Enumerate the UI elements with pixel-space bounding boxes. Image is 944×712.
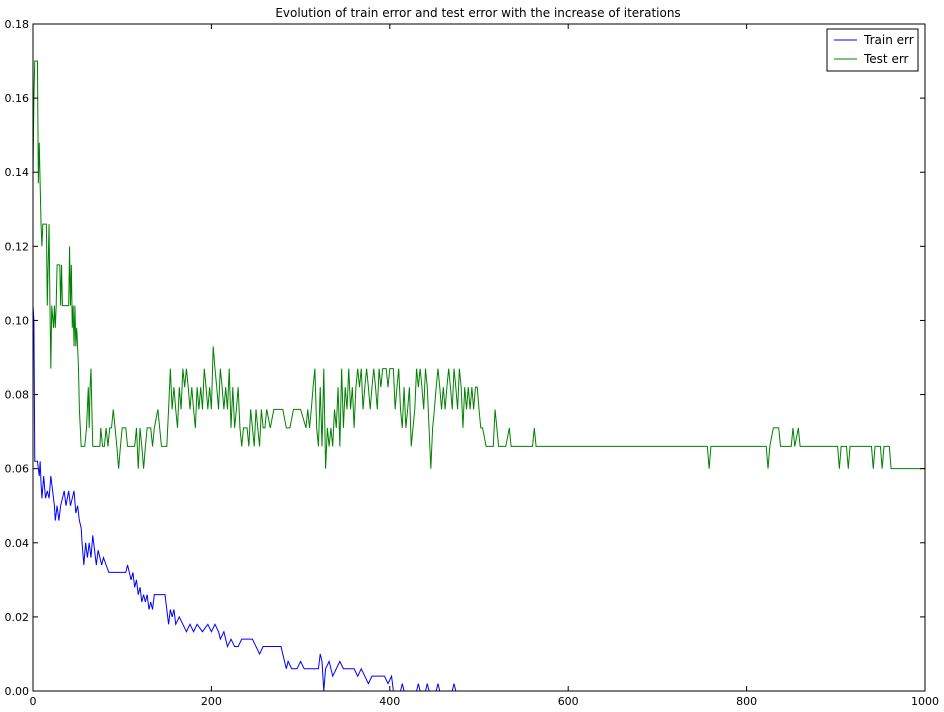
chart-title: Evolution of train error and test error …: [275, 6, 680, 20]
x-tick-label: 1000: [911, 695, 939, 708]
y-tick-label: 0.08: [5, 389, 30, 402]
x-tick-label: 0: [30, 695, 37, 708]
y-tick-label: 0.14: [5, 166, 30, 179]
y-tick-label: 0.02: [5, 611, 30, 624]
y-tick-label: 0.10: [5, 314, 30, 327]
legend: Train err Test err: [826, 28, 919, 72]
series-layer: [32, 60, 925, 692]
y-axis: 0.00 0.02 0.04 0.06 0.08 0.10 0.12 0.14 0.16 0.18: [5, 18, 925, 698]
y-tick-label: 0.18: [5, 18, 30, 31]
series-line-train-err: [32, 305, 925, 692]
plot-area: [33, 24, 925, 691]
x-tick-label: 800: [736, 695, 757, 708]
x-tick-label: 400: [379, 695, 400, 708]
legend-box: [826, 28, 919, 72]
y-tick-label: 0.00: [5, 685, 30, 698]
series-line-test-err: [32, 60, 925, 470]
y-tick-label: 0.16: [5, 92, 30, 105]
y-tick-label: 0.12: [5, 240, 30, 253]
x-axis: 0 200 400 600 800 1000: [30, 24, 939, 708]
x-tick-label: 200: [201, 695, 222, 708]
legend-label: Test err: [863, 52, 909, 66]
x-tick-label: 600: [558, 695, 579, 708]
plot-frame: [32, 23, 926, 692]
y-tick-label: 0.04: [5, 537, 30, 550]
legend-label: Train err: [863, 33, 914, 47]
y-tick-label: 0.06: [5, 463, 30, 476]
